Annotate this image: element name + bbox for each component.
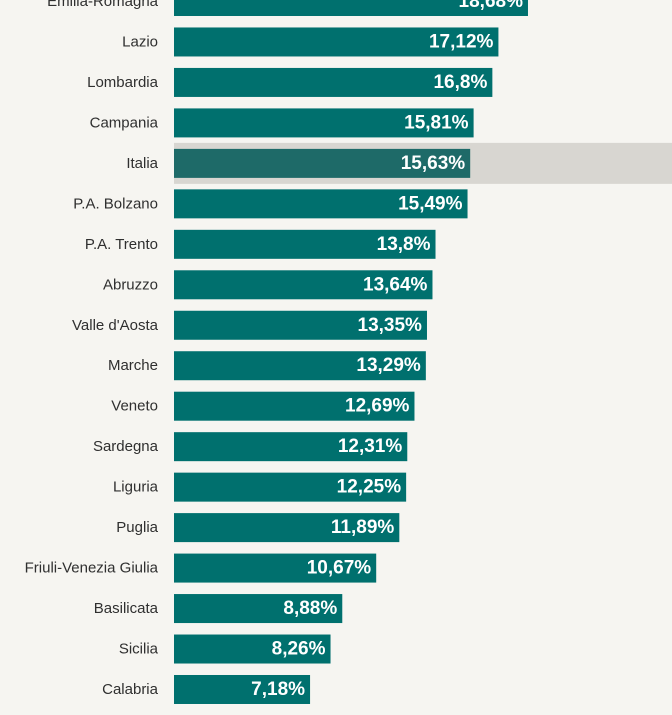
category-label-basilicata: Basilicata — [94, 600, 159, 617]
category-label-liguria: Liguria — [113, 479, 159, 496]
value-label-lombardia: 16,8% — [433, 72, 487, 93]
bar-basilicata — [174, 594, 343, 624]
category-label-sicilia: Sicilia — [119, 641, 159, 658]
category-label-veneto: Veneto — [111, 398, 158, 415]
category-label-valle-d-aosta: Valle d'Aosta — [72, 317, 159, 334]
value-label-emilia-romagna: 18,68% — [459, 0, 524, 12]
category-label-calabria: Calabria — [102, 681, 159, 698]
bar-veneto — [174, 391, 415, 421]
value-label-campania: 15,81% — [404, 112, 469, 133]
category-label-marche: Marche — [108, 357, 158, 374]
bar-sardegna — [174, 432, 408, 462]
value-label-sardegna: 12,31% — [338, 436, 403, 457]
bar-lazio — [174, 27, 499, 57]
bar-italia — [174, 148, 471, 178]
value-label-valle-d-aosta: 13,35% — [358, 315, 423, 336]
value-label-liguria: 12,25% — [337, 477, 402, 498]
category-label-p-a-trento: P.A. Trento — [85, 236, 158, 253]
category-label-campania: Campania — [90, 114, 159, 131]
value-label-p-a-trento: 13,8% — [377, 234, 431, 255]
value-label-sicilia: 8,26% — [272, 639, 326, 660]
value-label-italia: 15,63% — [401, 153, 466, 174]
bar-friuli-venezia-giulia — [174, 553, 377, 583]
bar-lombardia — [174, 67, 493, 97]
value-label-marche: 13,29% — [356, 355, 421, 376]
category-label-abruzzo: Abruzzo — [103, 276, 158, 293]
bar-p-a-bolzano — [174, 189, 468, 219]
value-label-p-a-bolzano: 15,49% — [398, 193, 463, 214]
bar-emilia-romagna — [174, 0, 528, 16]
category-label-friuli-venezia-giulia: Friuli-Venezia Giulia — [25, 560, 159, 577]
value-label-abruzzo: 13,64% — [363, 274, 428, 295]
category-label-italia: Italia — [126, 155, 158, 172]
value-label-calabria: 7,18% — [251, 679, 305, 700]
value-label-puglia: 11,89% — [331, 517, 394, 538]
value-label-veneto: 12,69% — [345, 396, 410, 417]
category-label-sardegna: Sardegna — [93, 438, 159, 455]
bar-abruzzo — [174, 270, 433, 300]
bar-sicilia — [174, 634, 331, 664]
value-label-friuli-venezia-giulia: 10,67% — [307, 558, 372, 579]
category-label-lazio: Lazio — [122, 33, 158, 50]
bar-valle-d-aosta — [174, 310, 427, 340]
category-label-puglia: Puglia — [116, 519, 158, 536]
category-label-lombardia: Lombardia — [87, 74, 159, 91]
bar-marche — [174, 351, 426, 381]
bar-puglia — [174, 513, 400, 543]
category-label-p-a-bolzano: P.A. Bolzano — [73, 195, 158, 212]
bar-liguria — [174, 472, 407, 502]
bar-calabria — [174, 674, 311, 704]
bar-p-a-trento — [174, 229, 436, 259]
value-label-basilicata: 8,88% — [283, 598, 337, 619]
bar-campania — [174, 108, 474, 138]
category-label-emilia-romagna: Emilia-Romagna — [47, 0, 159, 10]
value-label-lazio: 17,12% — [429, 31, 494, 52]
